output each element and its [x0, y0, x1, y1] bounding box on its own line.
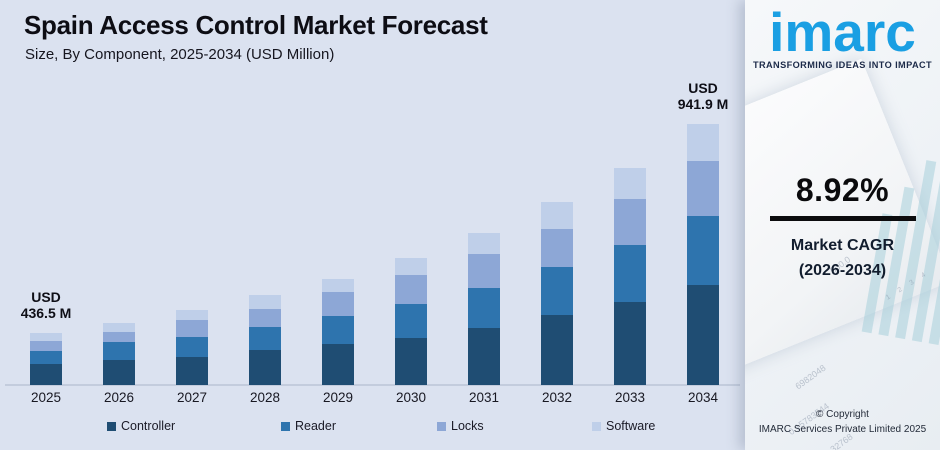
bar-segment-controller	[176, 357, 208, 385]
legend-swatch-controller	[107, 421, 116, 431]
bar-segment-controller	[468, 328, 500, 385]
bar-segment-controller	[249, 350, 281, 385]
bar-segment-reader	[468, 288, 500, 328]
bar-2025	[30, 333, 62, 385]
bar-2033	[614, 168, 646, 385]
legend-item-software: Software	[592, 419, 655, 433]
cagr-period: (2026-2034)	[798, 261, 887, 279]
imarc-logo-tagline: TRANSFORMING IDEAS INTO IMPACT	[752, 60, 933, 71]
bar-2027	[176, 310, 208, 385]
bar-segment-reader	[687, 216, 719, 285]
bar-segment-software	[322, 279, 354, 292]
copyright-line1: © Copyright	[816, 409, 869, 420]
cagr-callout: 8.92% Market CAGR (2026-2034)	[745, 172, 940, 284]
bar-segment-locks	[103, 332, 135, 342]
x-axis-label: 2033	[614, 390, 646, 405]
x-axis-label: 2025	[30, 390, 62, 405]
bar-value-line2: 941.9 M	[677, 96, 729, 112]
bar-segment-reader	[541, 267, 573, 315]
legend-label-software: Software	[606, 419, 656, 433]
brand-panel: 500.0 1 2 3 4 6982048 0.15783544 32768 i…	[745, 0, 940, 450]
bar-segment-reader	[322, 316, 354, 344]
legend-swatch-software	[592, 421, 601, 431]
copyright-line2: IMARC Services Private Limited 2025	[758, 424, 927, 435]
bar-segment-locks	[687, 161, 719, 216]
bar-segment-software	[541, 202, 573, 229]
bar-chart: 2025 2026 2027 2028 2029 2030 2031 2032 2033 2034…	[1, 80, 748, 405]
watermark-number: 6982048	[793, 362, 828, 392]
bar-segment-controller	[541, 315, 573, 385]
x-axis-label: 2027	[176, 390, 208, 405]
bar-value-label: USD 436.5 M	[1, 289, 91, 321]
bar-value-line1: USD	[688, 80, 718, 96]
imarc-logo-text: imarc	[769, 1, 916, 63]
bar-segment-locks	[395, 275, 427, 304]
x-axis-line	[5, 384, 740, 386]
legend-item-reader: Reader	[281, 419, 336, 433]
bar-segment-reader	[395, 304, 427, 338]
page-title: Spain Access Control Market Forecast	[24, 10, 488, 40]
cagr-divider	[769, 216, 916, 221]
cagr-label: Market CAGR	[790, 237, 895, 254]
legend-item-locks: Locks	[437, 419, 484, 433]
bar-segment-software	[249, 295, 281, 309]
bar-value-label: USD 941.9 M	[658, 80, 748, 112]
chart-legend: Controller Reader Locks Software	[0, 419, 745, 439]
bar-2026	[103, 323, 135, 385]
bar-segment-locks	[468, 254, 500, 288]
bar-segment-controller	[30, 364, 62, 385]
bar-segment-reader	[614, 245, 646, 302]
bar-value-line2: 436.5 M	[20, 305, 72, 321]
legend-swatch-reader	[281, 421, 290, 431]
bar-segment-software	[103, 323, 135, 332]
bar-2030	[395, 258, 427, 385]
bar-segment-software	[468, 233, 500, 254]
bar-segment-controller	[103, 360, 135, 385]
bar-segment-locks	[614, 199, 646, 245]
cagr-value: 8.92%	[795, 172, 890, 208]
bar-value-line1: USD	[31, 289, 61, 305]
x-axis-label: 2030	[395, 390, 427, 405]
bar-2031	[468, 233, 500, 385]
bar-segment-locks	[30, 341, 62, 351]
bar-segment-software	[30, 333, 62, 341]
legend-item-controller: Controller	[107, 419, 175, 433]
x-axis-label: 2031	[468, 390, 500, 405]
bar-segment-software	[614, 168, 646, 199]
legend-label-reader: Reader	[295, 419, 336, 433]
bar-segment-locks	[176, 320, 208, 337]
bar-segment-reader	[176, 337, 208, 357]
bar-segment-locks	[322, 292, 354, 316]
bar-segment-software	[395, 258, 427, 275]
x-axis-label: 2029	[322, 390, 354, 405]
bar-segment-locks	[541, 229, 573, 267]
chart-panel: Spain Access Control Market Forecast Siz…	[0, 10, 748, 439]
bar-segment-locks	[249, 309, 281, 327]
bar-segment-software	[176, 310, 208, 320]
legend-label-locks: Locks	[451, 419, 484, 433]
bar-segment-reader	[30, 351, 62, 364]
bar-segment-controller	[614, 302, 646, 385]
bar-segment-software	[687, 124, 719, 161]
bar-segment-reader	[249, 327, 281, 350]
chart-subtitle: Size, By Component, 2025-2034 (USD Milli…	[25, 46, 335, 63]
legend-label-controller: Controller	[121, 419, 176, 433]
imarc-logo: imarc TRANSFORMING IDEAS INTO IMPACT	[745, 1, 940, 71]
bar-2032	[541, 202, 573, 385]
copyright-notice: © Copyright IMARC Services Private Limit…	[745, 407, 940, 437]
legend-swatch-locks	[437, 421, 446, 431]
bar-segment-controller	[395, 338, 427, 385]
x-axis-label: 2034	[687, 390, 719, 405]
x-axis-label: 2026	[103, 390, 135, 405]
x-axis-label: 2032	[541, 390, 573, 405]
bar-segment-controller	[687, 285, 719, 385]
bar-segment-reader	[103, 342, 135, 360]
bar-2028	[249, 295, 281, 385]
bar-2034	[687, 124, 719, 385]
x-axis-label: 2028	[249, 390, 281, 405]
bar-2029	[322, 279, 354, 385]
bar-segment-controller	[322, 344, 354, 385]
